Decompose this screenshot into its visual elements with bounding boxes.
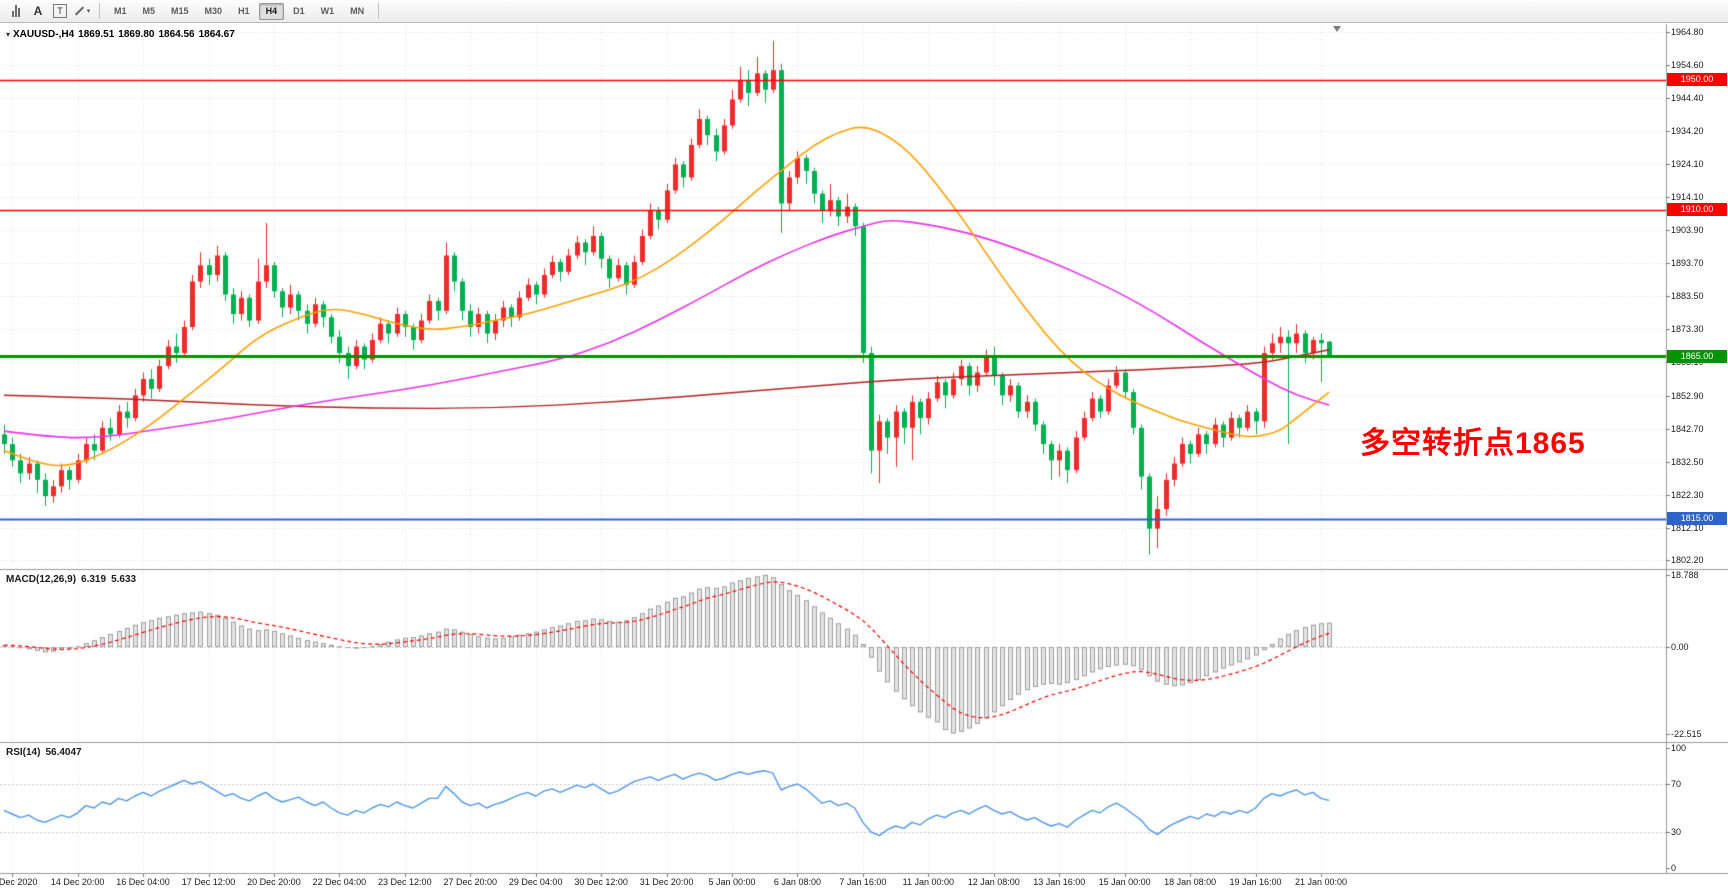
chart-annotation: 多空转折点1865 [1360,427,1586,460]
time-tick-label: 29 Dec 04:00 [508,877,563,887]
macd-tick-label: -22.515 [1671,728,1702,739]
timeframe-group: M1 M5 M15 M30 H1 H4 D1 W1 MN [106,2,372,20]
price-tick-label: 1893.70 [1671,257,1704,268]
macd-name: MACD(12,26,9) [6,574,77,585]
toolbar-separator [99,3,100,19]
timeframe-button-d1[interactable]: D1 [293,5,305,16]
price-tick-label: 1944.40 [1671,93,1704,104]
price-level-badge: 1950.00 [1667,73,1727,87]
price-tick-label: 1802.20 [1671,555,1704,566]
macd-signal-value: 5.633 [111,574,137,585]
rsi-tick-label: 0 [1671,863,1677,873]
letter-a-icon: A [33,4,43,18]
time-tick-label: 31 Dec 20:00 [639,877,694,887]
bar-chart-icon[interactable] [5,1,27,22]
chevron-down-icon: ▾ [86,8,91,15]
time-tick-label: 11 Jan 00:00 [902,877,955,887]
macd-tick-label: 18.788 [1671,569,1699,580]
time-tick-label: 18 Jan 08:00 [1164,877,1217,887]
chart-shift-marker-icon[interactable] [1333,26,1341,32]
bars-glyph [12,5,20,17]
toolbar-separator [378,3,380,19]
rsi-tick-label: 100 [1671,743,1687,753]
price-tick-label: 1852.90 [1671,390,1704,401]
time-tick-label: 30 Dec 12:00 [574,877,628,887]
timeframe-button-m1[interactable]: M1 [114,5,127,16]
time-tick-label: 11 Dec 2020 [0,877,38,887]
price-level-badge: 1815.00 [1667,512,1727,526]
time-tick-label: 12 Jan 08:00 [967,877,1020,887]
time-tick-label: 16 Dec 04:00 [116,877,170,887]
price-tick-label: 1964.80 [1671,26,1704,37]
text-label-tool-button[interactable]: A [27,1,49,22]
time-tick-label: 5 Jan 00:00 [708,877,756,887]
open-value: 1869.51 [78,29,115,40]
time-tick-label: 6 Jan 08:00 [773,877,821,887]
timeframe-button-h1[interactable]: H1 [238,5,250,16]
price-tick-label: 1832.50 [1671,456,1704,467]
time-tick-label: 13 Jan 16:00 [1033,877,1086,887]
toolbar: A T ▾ M1 M5 M15 M30 H1 H4 D1 W1 MN [0,0,1728,23]
time-tick-label: 20 Dec 20:00 [247,877,301,887]
price-tick-label: 1954.60 [1671,59,1704,70]
price-tick-label: 1914.10 [1671,191,1704,202]
rsi-value: 56.4047 [45,747,82,758]
price-tick-label: 1842.70 [1671,423,1704,434]
symbol-marker-icon: ▾ [6,30,11,39]
price-tick-label: 1934.20 [1671,126,1704,137]
macd-label: MACD(12,26,9) 6.319 5.633 [6,574,141,585]
time-tick-label: 21 Jan 00:00 [1294,877,1347,887]
text-box-tool-button[interactable]: T [49,1,71,22]
close-value: 1864.67 [198,29,235,40]
high-value: 1869.80 [118,29,155,40]
timeframe-button-h4[interactable]: H4 [258,2,285,20]
rsi-label: RSI(14) 56.4047 [6,747,87,758]
low-value: 1864.56 [158,29,195,40]
chart-title: ▾ XAUUSD-,H4 1869.51 1869.80 1864.56 1864.67 [6,29,239,40]
timeframe-button-m5[interactable]: M5 [142,5,156,16]
drawing-tools-button[interactable]: ▾ [71,1,93,22]
price-tick-label: 1822.30 [1671,490,1704,501]
time-tick-label: 19 Jan 16:00 [1229,877,1282,887]
price-tick-label: 1924.10 [1671,159,1704,170]
macd-main-value: 6.319 [81,574,107,585]
time-tick-label: 22 Dec 04:00 [312,877,367,887]
time-tick-label: 27 Dec 20:00 [443,877,498,887]
rsi-tick-label: 70 [1671,779,1682,789]
timeframe-button-w1[interactable]: W1 [320,5,335,16]
trendline-icon [74,6,84,16]
timeframe-button-m15[interactable]: M15 [171,5,189,16]
symbol-period: XAUUSD-,H4 [13,29,75,40]
price-tick-label: 1812.10 [1671,523,1704,534]
letter-t-icon: T [53,4,67,18]
macd-tick-label: 0.00 [1671,642,1689,653]
time-tick-label: 17 Dec 12:00 [181,877,236,887]
rsi-tick-label: 30 [1671,827,1682,837]
price-tick-label: 1903.90 [1671,224,1704,235]
timeframe-button-m30[interactable]: M30 [204,5,223,16]
rsi-name: RSI(14) [6,747,41,758]
time-tick-label: 14 Dec 20:00 [50,877,105,887]
price-tick-label: 1873.30 [1671,324,1704,335]
time-tick-label: 7 Jan 16:00 [839,877,887,887]
price-tick-label: 1883.50 [1671,291,1704,302]
price-level-badge: 1910.00 [1667,203,1727,217]
timeframe-button-mn[interactable]: MN [350,5,365,16]
price-level-badge: 1865.00 [1667,349,1727,363]
time-tick-label: 23 Dec 12:00 [378,877,432,887]
time-tick-label: 15 Jan 00:00 [1098,877,1151,887]
